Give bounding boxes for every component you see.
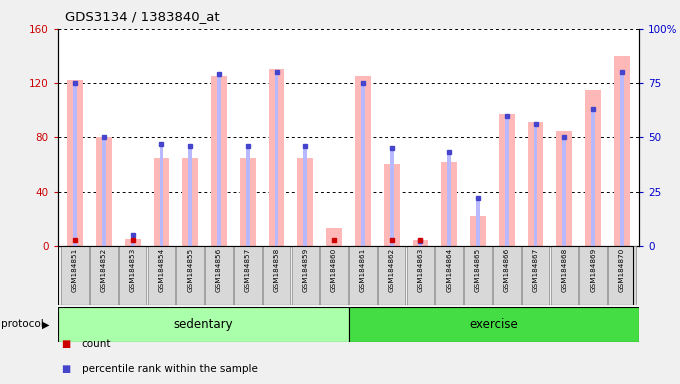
Bar	[464, 246, 492, 305]
Text: GSM184866: GSM184866	[504, 248, 510, 292]
Text: GSM184862: GSM184862	[389, 248, 394, 292]
Bar	[419, 242, 422, 246]
Bar	[61, 246, 89, 305]
Bar	[579, 246, 607, 305]
Text: GSM184851: GSM184851	[72, 248, 78, 292]
Bar	[182, 157, 198, 246]
Bar	[297, 157, 313, 246]
Text: GSM184864: GSM184864	[446, 248, 452, 292]
Text: GSM184853: GSM184853	[130, 248, 135, 292]
Bar	[556, 131, 573, 246]
Bar	[269, 70, 284, 246]
Bar	[217, 74, 221, 246]
Text: GSM184859: GSM184859	[303, 248, 308, 292]
Bar	[551, 246, 578, 305]
Bar	[240, 157, 256, 246]
Bar	[390, 148, 394, 246]
Bar	[211, 76, 227, 246]
Text: ▶: ▶	[42, 319, 50, 329]
Bar	[522, 246, 549, 305]
Bar	[470, 216, 486, 246]
Bar	[476, 198, 480, 246]
Text: count: count	[82, 339, 111, 349]
Bar	[505, 116, 509, 246]
Bar	[275, 72, 278, 246]
Bar	[499, 114, 515, 246]
Bar	[614, 56, 630, 246]
Bar	[534, 124, 537, 246]
Bar	[73, 83, 77, 246]
Bar	[562, 137, 566, 246]
Bar	[349, 246, 377, 305]
Text: GSM184856: GSM184856	[216, 248, 222, 292]
Bar	[447, 152, 451, 246]
Bar	[96, 137, 112, 246]
Bar	[355, 76, 371, 246]
Bar	[493, 246, 521, 305]
Text: GSM184870: GSM184870	[619, 248, 625, 292]
Bar	[58, 307, 348, 342]
Text: GSM184857: GSM184857	[245, 248, 251, 292]
Text: GSM184858: GSM184858	[273, 248, 279, 292]
Bar	[378, 246, 405, 305]
Text: GSM184852: GSM184852	[101, 248, 107, 292]
Bar	[131, 235, 135, 246]
Bar	[119, 246, 146, 305]
Bar	[102, 137, 105, 246]
Bar	[176, 246, 204, 305]
Bar	[205, 246, 233, 305]
Bar	[292, 246, 319, 305]
Bar	[620, 72, 624, 246]
Text: ■: ■	[61, 339, 71, 349]
Bar	[361, 83, 364, 246]
Text: GSM184860: GSM184860	[331, 248, 337, 292]
Text: GSM184854: GSM184854	[158, 248, 165, 292]
Bar	[592, 109, 595, 246]
Text: protocol: protocol	[1, 319, 44, 329]
Bar	[348, 307, 639, 342]
Bar	[124, 239, 141, 246]
Bar	[67, 80, 83, 246]
Text: GSM184863: GSM184863	[418, 248, 424, 292]
Bar	[413, 240, 428, 246]
Bar	[528, 122, 543, 246]
Bar	[154, 157, 169, 246]
Bar	[160, 144, 163, 246]
Bar	[326, 228, 342, 246]
Text: sedentary: sedentary	[173, 318, 233, 331]
Text: GDS3134 / 1383840_at: GDS3134 / 1383840_at	[65, 10, 219, 23]
Text: exercise: exercise	[469, 318, 518, 331]
Bar	[384, 164, 400, 246]
Bar	[320, 246, 348, 305]
Text: percentile rank within the sample: percentile rank within the sample	[82, 364, 258, 374]
Bar	[585, 90, 601, 246]
Text: GSM184861: GSM184861	[360, 248, 366, 292]
Text: GSM184865: GSM184865	[475, 248, 481, 292]
Bar	[90, 246, 118, 305]
Text: GSM184869: GSM184869	[590, 248, 596, 292]
Bar	[148, 246, 175, 305]
Bar	[303, 146, 307, 246]
Bar	[435, 246, 463, 305]
Bar	[246, 146, 250, 246]
Text: GSM184867: GSM184867	[532, 248, 539, 292]
Bar	[407, 246, 435, 305]
Text: GSM184855: GSM184855	[187, 248, 193, 292]
Bar	[234, 246, 262, 305]
Text: ■: ■	[61, 364, 71, 374]
Text: GSM184868: GSM184868	[562, 248, 567, 292]
Bar	[188, 146, 192, 246]
Bar	[441, 162, 457, 246]
Bar	[262, 246, 290, 305]
Bar	[608, 246, 636, 305]
